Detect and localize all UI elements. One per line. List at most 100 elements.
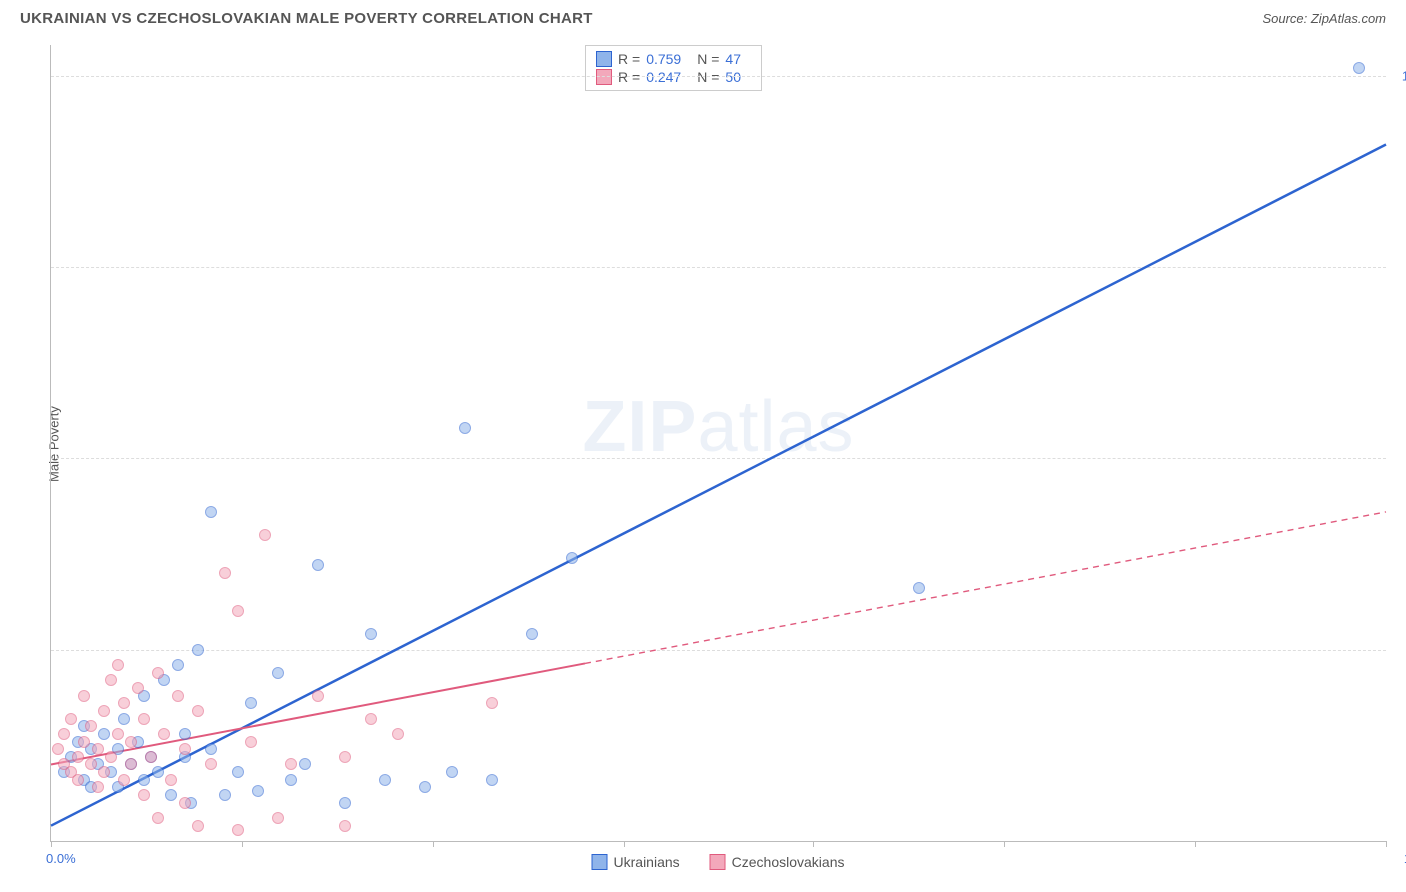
data-point [339, 797, 351, 809]
data-point [132, 682, 144, 694]
data-point [172, 690, 184, 702]
regression-line [51, 663, 585, 764]
data-point [192, 820, 204, 832]
data-point [299, 758, 311, 770]
data-point [78, 690, 90, 702]
data-point [913, 582, 925, 594]
data-point [105, 751, 117, 763]
x-tick [242, 841, 243, 847]
data-point [566, 552, 578, 564]
data-point [118, 774, 130, 786]
data-point [205, 743, 217, 755]
plot-area: ZIPatlas R = 0.759N = 47R = 0.247N = 50 … [50, 45, 1386, 842]
data-point [285, 774, 297, 786]
source-attribution: Source: ZipAtlas.com [1262, 11, 1386, 26]
legend-label: Czechoslovakians [732, 854, 845, 870]
data-point [112, 728, 124, 740]
data-point [219, 567, 231, 579]
data-point [92, 781, 104, 793]
data-point [165, 774, 177, 786]
x-tick [1386, 841, 1387, 847]
regression-line-extrapolated [585, 512, 1386, 664]
x-tick [51, 841, 52, 847]
data-point [232, 824, 244, 836]
data-point [72, 751, 84, 763]
data-point [152, 812, 164, 824]
data-point [526, 628, 538, 640]
data-point [312, 559, 324, 571]
data-point [245, 697, 257, 709]
data-point [339, 820, 351, 832]
data-point [179, 728, 191, 740]
data-point [172, 659, 184, 671]
data-point [392, 728, 404, 740]
data-point [98, 766, 110, 778]
x-tick [624, 841, 625, 847]
data-point [365, 713, 377, 725]
data-point [98, 705, 110, 717]
legend-swatch [710, 854, 726, 870]
data-point [125, 736, 137, 748]
data-point [446, 766, 458, 778]
data-point [112, 659, 124, 671]
x-tick [433, 841, 434, 847]
data-point [365, 628, 377, 640]
y-tick-label: 100.0% [1402, 68, 1406, 83]
data-point [205, 506, 217, 518]
data-point [339, 751, 351, 763]
data-point [379, 774, 391, 786]
data-point [192, 644, 204, 656]
data-point [459, 422, 471, 434]
data-point [312, 690, 324, 702]
data-point [138, 713, 150, 725]
data-point [252, 785, 264, 797]
data-point [65, 713, 77, 725]
data-point [245, 736, 257, 748]
data-point [179, 743, 191, 755]
x-tick [813, 841, 814, 847]
data-point [92, 743, 104, 755]
chart-header: UKRAINIAN VS CZECHOSLOVAKIAN MALE POVERT… [0, 0, 1406, 33]
regression-layer [51, 45, 1386, 841]
data-point [259, 529, 271, 541]
data-point [105, 674, 117, 686]
data-point [52, 743, 64, 755]
x-tick [1195, 841, 1196, 847]
data-point [78, 736, 90, 748]
data-point [205, 758, 217, 770]
data-point [419, 781, 431, 793]
data-point [272, 812, 284, 824]
data-point [72, 774, 84, 786]
x-axis-min-label: 0.0% [46, 851, 76, 866]
data-point [219, 789, 231, 801]
data-point [98, 728, 110, 740]
chart-title: UKRAINIAN VS CZECHOSLOVAKIAN MALE POVERT… [20, 10, 593, 27]
data-point [85, 758, 97, 770]
data-point [118, 713, 130, 725]
scatter-chart: Male Poverty ZIPatlas R = 0.759N = 47R =… [50, 45, 1386, 842]
data-point [58, 728, 70, 740]
data-point [232, 766, 244, 778]
data-point [179, 797, 191, 809]
data-point [165, 789, 177, 801]
legend: Ukrainians Czechoslovakians [592, 854, 845, 870]
x-tick [1004, 841, 1005, 847]
data-point [1353, 62, 1365, 74]
data-point [118, 697, 130, 709]
data-point [192, 705, 204, 717]
data-point [285, 758, 297, 770]
regression-line [51, 145, 1386, 826]
data-point [145, 751, 157, 763]
legend-item: Ukrainians [592, 854, 680, 870]
data-point [486, 774, 498, 786]
data-point [158, 728, 170, 740]
legend-item: Czechoslovakians [710, 854, 845, 870]
legend-label: Ukrainians [614, 854, 680, 870]
legend-swatch [592, 854, 608, 870]
data-point [232, 605, 244, 617]
data-point [272, 667, 284, 679]
data-point [138, 789, 150, 801]
data-point [152, 667, 164, 679]
data-point [125, 758, 137, 770]
data-point [138, 774, 150, 786]
